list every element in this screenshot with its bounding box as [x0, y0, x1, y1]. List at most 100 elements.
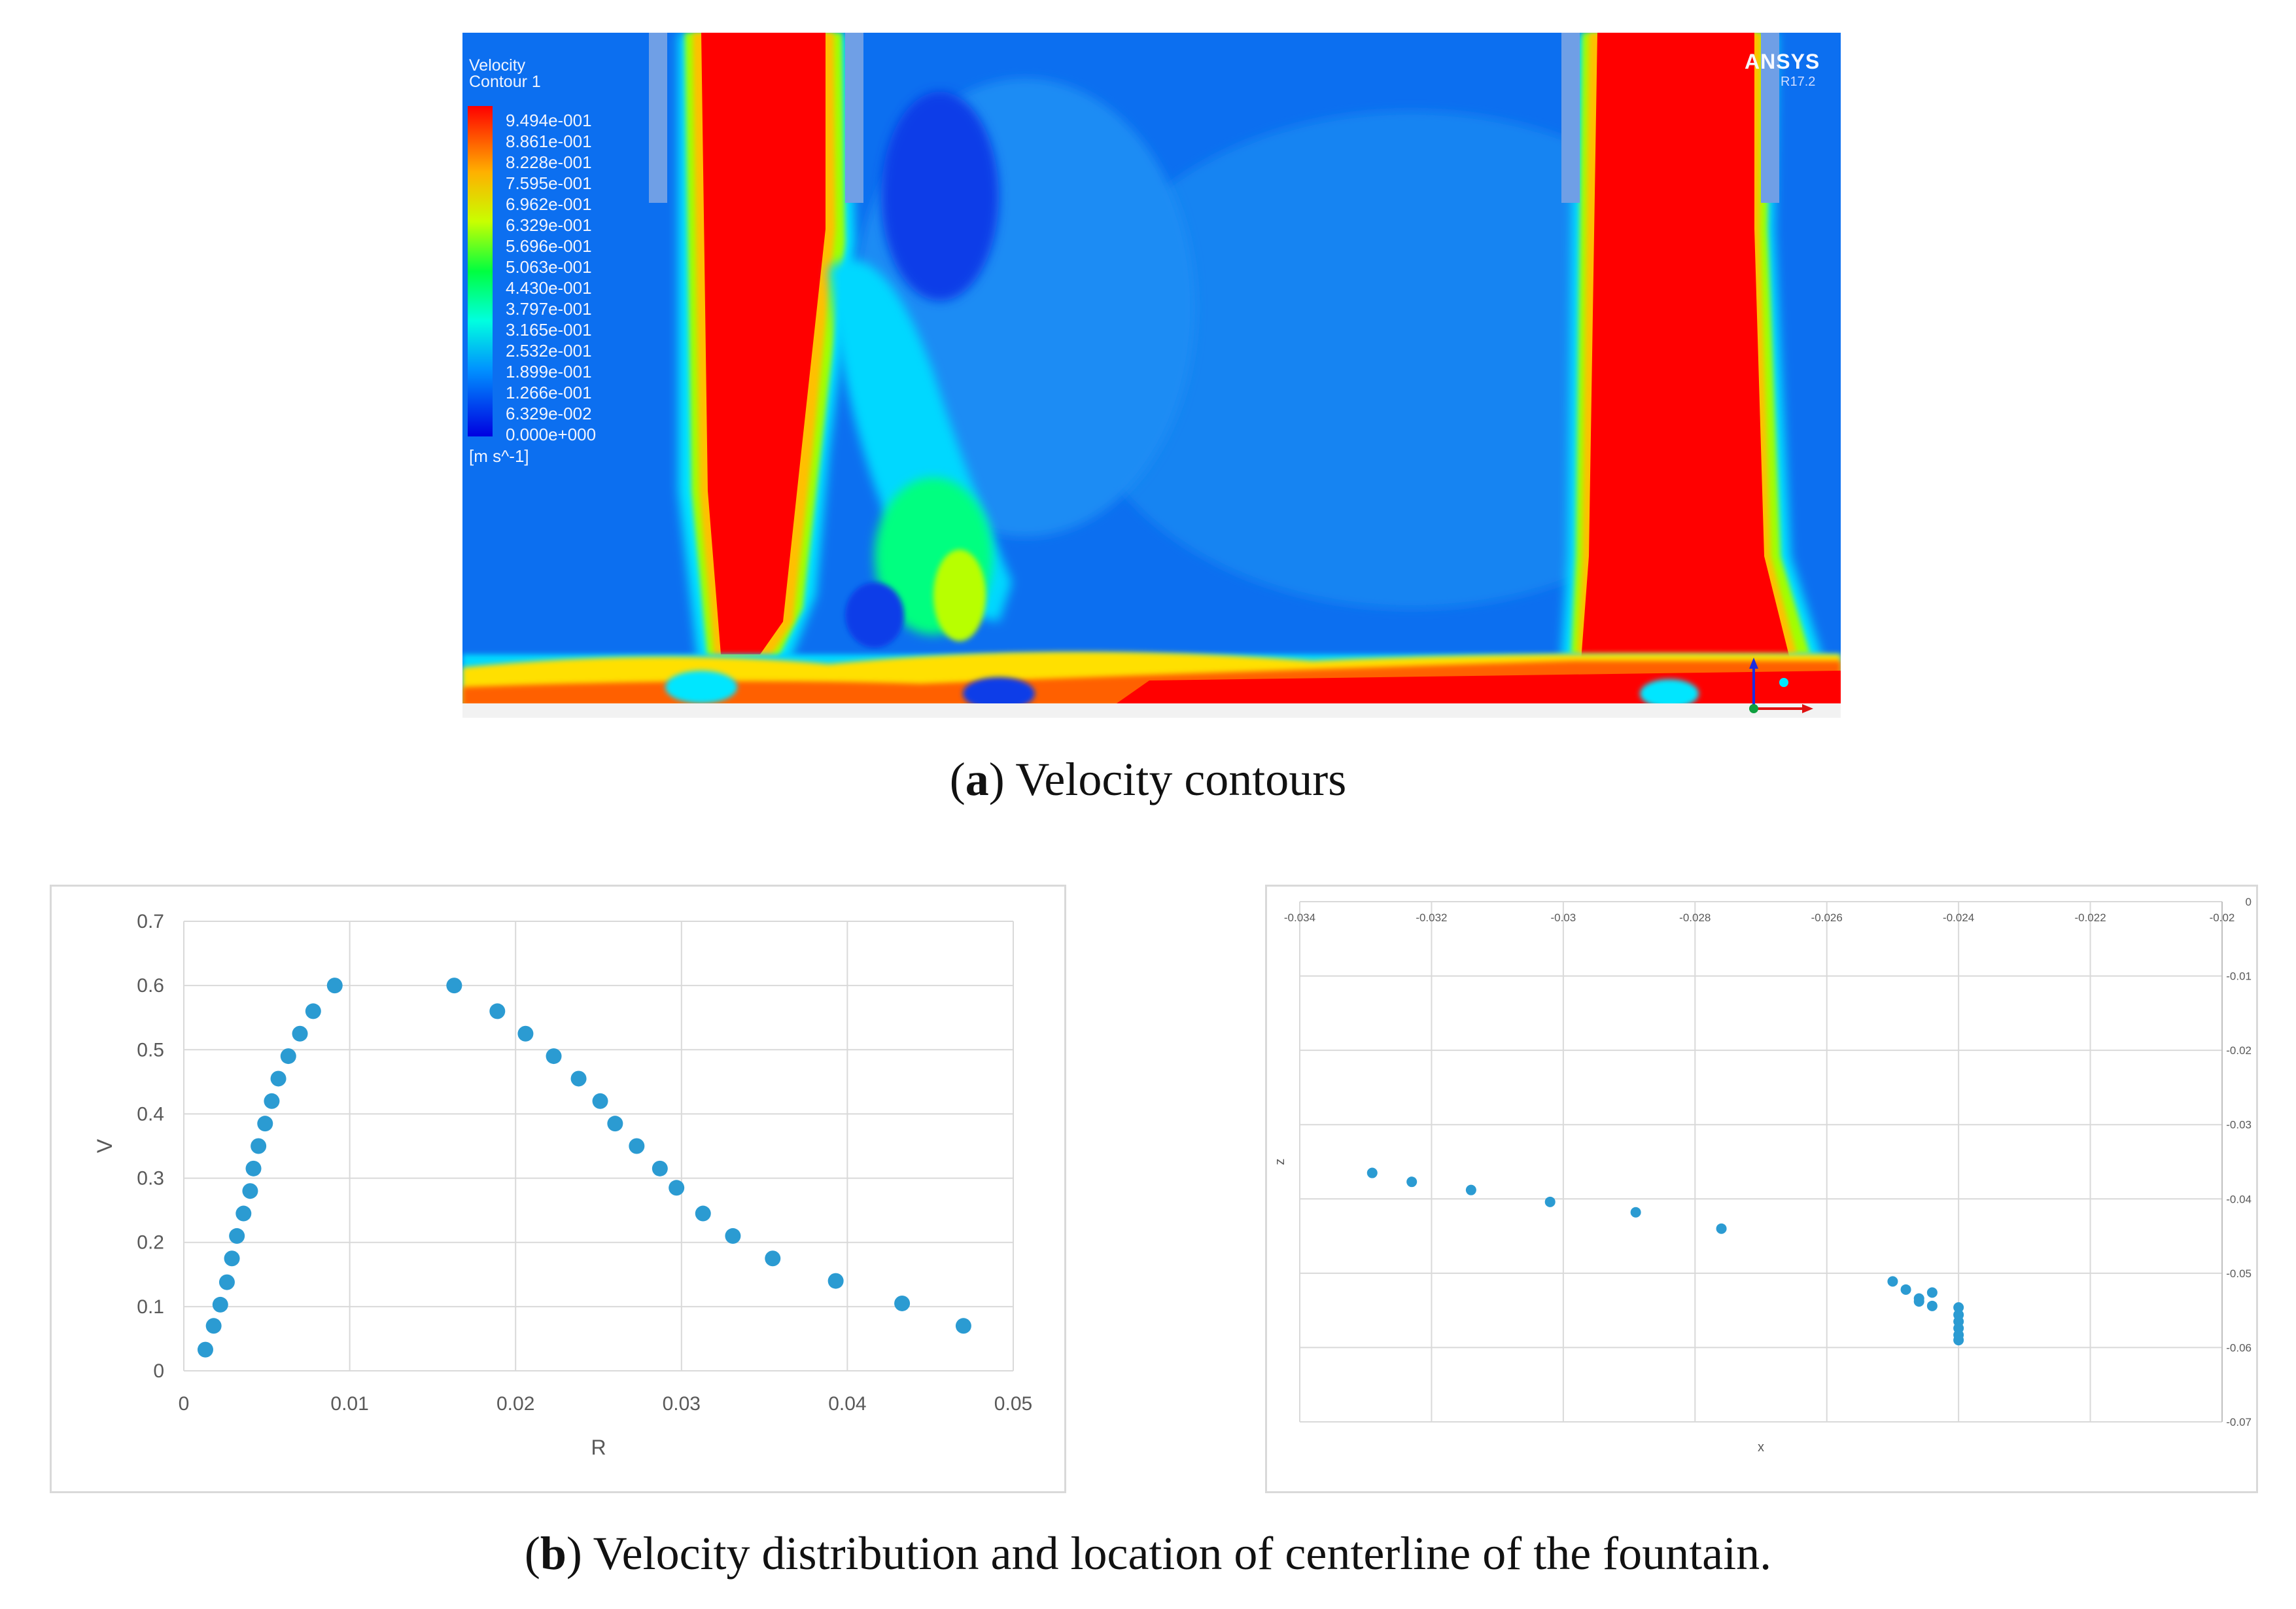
x-tick-label: -0.024	[1943, 911, 1974, 924]
legend-value: 6.962e-001	[506, 194, 592, 214]
x-tick-label: -0.028	[1679, 911, 1711, 924]
ansys-version: R17.2	[1781, 75, 1816, 89]
data-point	[264, 1093, 280, 1109]
y-tick-label: 0	[153, 1360, 164, 1382]
data-point	[1926, 1287, 1938, 1298]
data-point	[489, 1003, 506, 1019]
legend-value: 6.329e-001	[506, 215, 592, 235]
data-point	[546, 1048, 562, 1065]
data-point	[607, 1116, 623, 1132]
data-point	[1630, 1207, 1641, 1218]
data-point	[212, 1296, 228, 1313]
x-tick-label: 0.02	[496, 1393, 534, 1415]
legend-units: [m s^-1]	[469, 446, 529, 466]
x-tick-label: -0.026	[1811, 911, 1843, 924]
data-point	[652, 1160, 668, 1176]
data-point	[218, 1274, 235, 1290]
data-point	[695, 1205, 711, 1222]
legend-value: 5.063e-001	[506, 257, 592, 277]
legend-value: 8.861e-001	[506, 132, 592, 151]
y-tick-label: 0.2	[137, 1232, 164, 1254]
data-point	[446, 978, 462, 994]
caption-a-text: Velocity contours	[1015, 753, 1347, 805]
y-axis-label: z	[1273, 1159, 1287, 1165]
velocity-distribution-plot: 0 0.1 0.2 0.3 0.4 0.5 0.6 0.7 0 0.01 0.02 0.03 0.04 0…	[93, 911, 1032, 1459]
data-point	[955, 1318, 971, 1334]
x-tick-label: 0	[179, 1393, 190, 1415]
data-point	[517, 1025, 534, 1042]
data-point	[1366, 1167, 1378, 1178]
legend-value: 0.000e+000	[506, 425, 597, 444]
x-axis-label: x	[1758, 1440, 1764, 1455]
caption-b-text: Velocity distribution and location of ce…	[593, 1527, 1772, 1580]
y-tick-label: -0.01	[2226, 970, 2252, 983]
velocity-distribution-chart: 0 0.1 0.2 0.3 0.4 0.5 0.6 0.7 0 0.01 0.02 0.03 0.04 0…	[50, 885, 1066, 1493]
legend-value: 2.532e-001	[506, 341, 592, 361]
data-point	[1465, 1184, 1476, 1195]
data-point	[235, 1205, 252, 1222]
x-tick-label: 0.03	[663, 1393, 701, 1415]
data-point	[270, 1070, 287, 1087]
data-point	[765, 1250, 781, 1267]
legend-title-line-1: Velocity	[469, 56, 526, 75]
x-tick-label: 0.04	[828, 1393, 866, 1415]
x-tick-label: 0.05	[994, 1393, 1032, 1415]
y-tick-label: 0.6	[137, 975, 164, 997]
y-tick-label: -0.07	[2226, 1416, 2252, 1428]
legend-value: 1.899e-001	[506, 362, 592, 381]
y-tick-label: 0.5	[137, 1039, 164, 1061]
x-tick-label: -0.034	[1284, 911, 1315, 924]
data-point	[242, 1183, 258, 1199]
legend-value: 9.494e-001	[506, 111, 592, 130]
x-tick-label: -0.03	[1550, 911, 1576, 924]
data-point	[1716, 1223, 1727, 1234]
data-point	[205, 1318, 222, 1334]
data-point	[257, 1116, 273, 1132]
y-tick-label: -0.06	[2226, 1341, 2252, 1354]
x-tick-label: 0.01	[330, 1393, 368, 1415]
y-tick-label: -0.05	[2226, 1267, 2252, 1280]
data-point	[1544, 1196, 1556, 1207]
data-point	[827, 1273, 844, 1289]
caption-b: (b) Velocity distribution and location o…	[524, 1527, 1772, 1580]
data-point	[280, 1048, 296, 1065]
data-point	[197, 1341, 213, 1358]
legend-value: 6.329e-002	[506, 404, 592, 423]
x-tick-label: -0.022	[2074, 911, 2106, 924]
data-point	[1926, 1300, 1938, 1311]
data-point	[570, 1070, 587, 1087]
legend-value: 3.165e-001	[506, 320, 592, 340]
y-tick-label: -0.04	[2226, 1193, 2252, 1205]
contour-field	[462, 33, 1841, 718]
legend-title: Velocity Contour 1	[469, 58, 541, 90]
y-tick-label: 0.1	[137, 1296, 164, 1318]
legend-value: 1.266e-001	[506, 383, 592, 402]
legend-value: 8.228e-001	[506, 152, 592, 172]
centerline-location-plot: -0.034 -0.032 -0.03 -0.028 -0.026 -0.024 -0.02…	[1273, 896, 2252, 1455]
data-point	[629, 1138, 645, 1154]
data-point	[1913, 1296, 1924, 1307]
legend-values: 9.494e-001 8.861e-001 8.228e-001 7.595e-001…	[506, 110, 596, 445]
data-point	[1406, 1176, 1418, 1188]
x-tick-label: -0.032	[1416, 911, 1447, 924]
legend-value: 5.696e-001	[506, 236, 592, 256]
y-tick-label: -0.03	[2226, 1119, 2252, 1131]
y-tick-label: 0.3	[137, 1168, 164, 1190]
y-tick-label: -0.02	[2226, 1044, 2252, 1057]
data-point	[1953, 1302, 1964, 1313]
data-point	[669, 1180, 685, 1196]
nozzle-walls	[649, 33, 1779, 203]
legend-value: 7.595e-001	[506, 173, 592, 193]
data-point	[305, 1003, 321, 1019]
x-axis-label: R	[591, 1436, 606, 1459]
legend-value: 4.430e-001	[506, 278, 592, 298]
data-point	[1887, 1276, 1898, 1287]
y-tick-label: 0.7	[137, 911, 164, 932]
legend-color-bar	[468, 106, 493, 436]
y-tick-label: 0.4	[137, 1103, 164, 1125]
axis-triad-icon	[1749, 658, 1813, 713]
velocity-contour-image: Velocity Contour 1 9.494e-001 8.861e-001 8…	[462, 33, 1841, 718]
legend-title-line-2: Contour 1	[469, 73, 541, 91]
y-axis-label: V	[93, 1139, 116, 1153]
caption-b-letter: b	[540, 1527, 566, 1580]
